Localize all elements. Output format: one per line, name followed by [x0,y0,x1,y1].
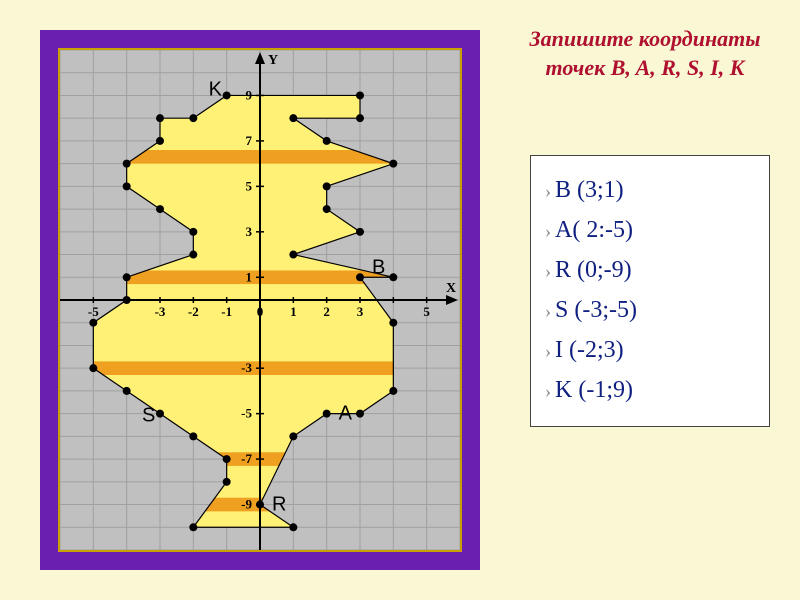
svg-text:1: 1 [290,304,297,319]
answer-item: ›A( 2:-5) [545,212,755,248]
svg-text:-3: -3 [155,304,166,319]
bullet-icon: › [545,341,551,361]
svg-text:-3: -3 [241,360,252,375]
svg-text:S: S [142,405,155,427]
svg-text:Y: Y [268,53,278,68]
svg-text:R: R [272,494,286,516]
svg-text:X: X [446,281,456,296]
svg-text:3: 3 [246,224,253,239]
answer-text: I (-2;3) [555,337,624,363]
svg-text:A: A [339,403,353,425]
answer-item: ›I (-2;3) [545,332,755,368]
bullet-icon: › [545,301,551,321]
svg-text:-5: -5 [241,406,252,421]
svg-text:-2: -2 [188,304,199,319]
svg-text:1: 1 [246,269,253,284]
answer-text: A( 2:-5) [555,217,633,243]
answer-text: B (3;1) [555,177,624,203]
svg-text:5: 5 [423,304,430,319]
svg-text:0: 0 [257,304,264,319]
svg-text:B: B [372,256,385,278]
answer-text: S (-3;-5) [555,297,637,323]
answer-item: ›S (-3;-5) [545,292,755,328]
chart-area: X Y -5 -3 -2 -1 0 1 2 3 5 9 7 5 3 1 -3 -5 -7 -9 B A R S K [58,48,462,552]
svg-text:-9: -9 [241,497,252,512]
svg-text:5: 5 [246,178,253,193]
svg-text:3: 3 [357,304,364,319]
coordinate-chart: X Y -5 -3 -2 -1 0 1 2 3 5 9 7 5 3 1 -3 -5 -7 -9 B A R S K [60,50,460,550]
answer-item: ›K (-1;9) [545,372,755,408]
answer-box: ›B (3;1) ›A( 2:-5) ›R (0;-9) ›S (-3;-5) … [530,155,770,427]
svg-text:-7: -7 [241,451,252,466]
chart-frame: X Y -5 -3 -2 -1 0 1 2 3 5 9 7 5 3 1 -3 -5 -7 -9 B A R S K [40,30,480,570]
svg-text:-5: -5 [88,304,99,319]
answer-text: K (-1;9) [555,377,633,403]
bullet-icon: › [545,221,551,241]
svg-text:-1: -1 [221,304,232,319]
bullet-icon: › [545,181,551,201]
task-title: Запишите координаты точек B, A, R, S, I,… [500,25,790,82]
svg-text:9: 9 [246,87,253,102]
bullet-icon: › [545,261,551,281]
answer-item: ›R (0;-9) [545,252,755,288]
bullet-icon: › [545,381,551,401]
answer-text: R (0;-9) [555,257,632,283]
svg-text:2: 2 [323,304,330,319]
svg-text:K: K [209,78,223,100]
svg-text:7: 7 [246,133,253,148]
answer-item: ›B (3;1) [545,172,755,208]
